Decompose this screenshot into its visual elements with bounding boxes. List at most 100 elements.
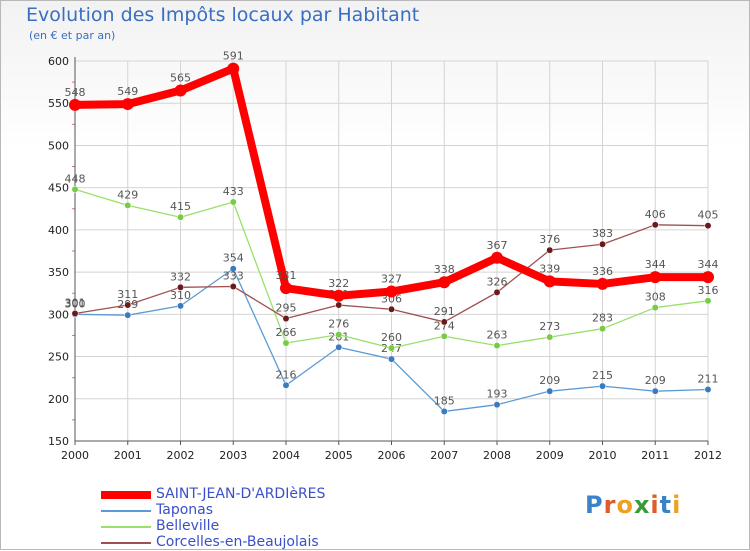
data-label-3-4: 295 bbox=[276, 302, 297, 315]
x-tick-label-2004: 2004 bbox=[272, 449, 300, 462]
data-point-1-5 bbox=[335, 343, 343, 351]
data-label-2-8: 263 bbox=[487, 329, 508, 342]
data-label-3-9: 376 bbox=[539, 233, 560, 246]
data-label-3-11: 406 bbox=[645, 208, 666, 221]
data-point-2-8 bbox=[493, 342, 501, 350]
data-point-2-11 bbox=[651, 304, 659, 312]
data-point-2-0 bbox=[71, 185, 79, 193]
data-point-2-2 bbox=[177, 213, 184, 221]
x-tick-label-2009: 2009 bbox=[536, 449, 564, 462]
legend-item-taponas: Taponas bbox=[101, 502, 401, 519]
logo-letter: P bbox=[585, 491, 604, 519]
data-label-2-5: 276 bbox=[328, 318, 349, 331]
x-tick-label-2007: 2007 bbox=[430, 449, 458, 462]
data-label-2-12: 316 bbox=[698, 284, 719, 297]
y-tick-label-550: 550 bbox=[48, 97, 69, 110]
data-label-2-0: 448 bbox=[65, 172, 86, 185]
x-tick-label-2011: 2011 bbox=[641, 449, 669, 462]
y-tick-label-350: 350 bbox=[48, 266, 69, 279]
data-label-0-1: 549 bbox=[117, 85, 138, 98]
data-point-2-4 bbox=[282, 339, 290, 347]
data-point-3-9 bbox=[546, 246, 554, 254]
y-tick-label-400: 400 bbox=[48, 224, 69, 237]
x-tick-label-2006: 2006 bbox=[378, 449, 406, 462]
x-tick-label-2002: 2002 bbox=[167, 449, 195, 462]
data-label-0-7: 338 bbox=[434, 263, 455, 276]
data-point-3-8 bbox=[493, 288, 501, 296]
data-label-2-10: 283 bbox=[592, 312, 613, 325]
data-label-1-7: 185 bbox=[434, 394, 455, 407]
data-label-3-12: 405 bbox=[698, 209, 719, 222]
data-label-2-9: 273 bbox=[539, 320, 560, 333]
x-tick-label-2010: 2010 bbox=[589, 449, 617, 462]
data-label-0-11: 344 bbox=[645, 258, 666, 271]
proxiti-logo: Proxiti bbox=[585, 491, 681, 519]
data-point-2-12 bbox=[704, 297, 712, 305]
data-point-3-6 bbox=[388, 305, 395, 313]
data-point-0-5 bbox=[332, 289, 345, 302]
data-point-2-1 bbox=[124, 201, 132, 209]
legend-swatch-belleville bbox=[101, 526, 151, 528]
data-point-0-2 bbox=[174, 84, 187, 97]
data-point-0-11 bbox=[649, 271, 662, 284]
data-point-1-8 bbox=[493, 401, 501, 409]
legend-label-taponas: Taponas bbox=[156, 502, 214, 518]
data-label-0-3: 591 bbox=[223, 50, 244, 63]
legend-label-belleville: Belleville bbox=[156, 518, 220, 534]
data-label-1-12: 211 bbox=[698, 372, 719, 385]
data-point-0-1 bbox=[121, 98, 134, 111]
data-point-2-9 bbox=[546, 333, 554, 341]
data-point-0-0 bbox=[69, 98, 81, 111]
legend-item-corcelles: Corcelles-en-Beaujolais bbox=[101, 534, 401, 551]
data-label-0-10: 336 bbox=[592, 265, 613, 278]
data-label-2-7: 274 bbox=[434, 319, 455, 332]
data-label-0-0: 548 bbox=[65, 86, 86, 99]
y-tick-label-600: 600 bbox=[48, 55, 69, 68]
data-label-2-4: 266 bbox=[276, 326, 297, 339]
data-label-3-1: 311 bbox=[117, 288, 138, 301]
data-point-3-3 bbox=[229, 283, 237, 290]
legend-swatch-saint-jean bbox=[101, 491, 151, 499]
data-label-2-1: 429 bbox=[117, 188, 138, 201]
y-tick-label-250: 250 bbox=[48, 351, 69, 364]
data-point-3-11 bbox=[651, 221, 659, 229]
x-tick-label-2000: 2000 bbox=[61, 449, 89, 462]
logo-letter: x bbox=[633, 491, 651, 519]
data-point-3-2 bbox=[177, 283, 184, 291]
data-point-3-10 bbox=[599, 240, 606, 248]
data-label-0-6: 327 bbox=[381, 273, 402, 286]
logo-letter: r bbox=[603, 491, 617, 519]
y-tick-label-500: 500 bbox=[48, 139, 69, 152]
data-point-1-4 bbox=[282, 381, 290, 389]
data-point-2-10 bbox=[599, 325, 606, 333]
data-label-2-6: 260 bbox=[381, 331, 402, 344]
data-label-0-5: 322 bbox=[328, 277, 349, 290]
data-point-3-5 bbox=[335, 301, 343, 309]
x-tick-label-2005: 2005 bbox=[325, 449, 353, 462]
legend-item-belleville: Belleville bbox=[101, 518, 401, 535]
data-point-1-9 bbox=[546, 387, 554, 395]
logo-letter: i bbox=[672, 491, 682, 519]
data-label-1-8: 193 bbox=[487, 388, 508, 401]
legend-label-corcelles: Corcelles-en-Beaujolais bbox=[156, 534, 319, 550]
data-label-0-12: 344 bbox=[698, 258, 719, 271]
data-label-2-2: 415 bbox=[170, 200, 191, 213]
data-label-1-2: 310 bbox=[170, 289, 191, 302]
data-label-1-11: 209 bbox=[645, 374, 666, 387]
x-tick-label-2008: 2008 bbox=[483, 449, 511, 462]
data-label-2-3: 433 bbox=[223, 185, 244, 198]
y-tick-label-200: 200 bbox=[48, 393, 69, 406]
data-point-1-1 bbox=[124, 311, 132, 319]
data-label-1-0: 300 bbox=[65, 297, 86, 310]
y-tick-label-150: 150 bbox=[48, 435, 69, 448]
data-point-3-7 bbox=[440, 318, 448, 326]
logo-letter: o bbox=[616, 491, 634, 519]
data-label-0-2: 565 bbox=[170, 72, 191, 85]
data-point-1-10 bbox=[599, 382, 606, 390]
data-point-1-7 bbox=[440, 407, 448, 415]
x-tick-label-2012: 2012 bbox=[694, 449, 722, 462]
legend-swatch-corcelles bbox=[101, 542, 151, 544]
data-label-3-0: 301 bbox=[65, 296, 86, 309]
